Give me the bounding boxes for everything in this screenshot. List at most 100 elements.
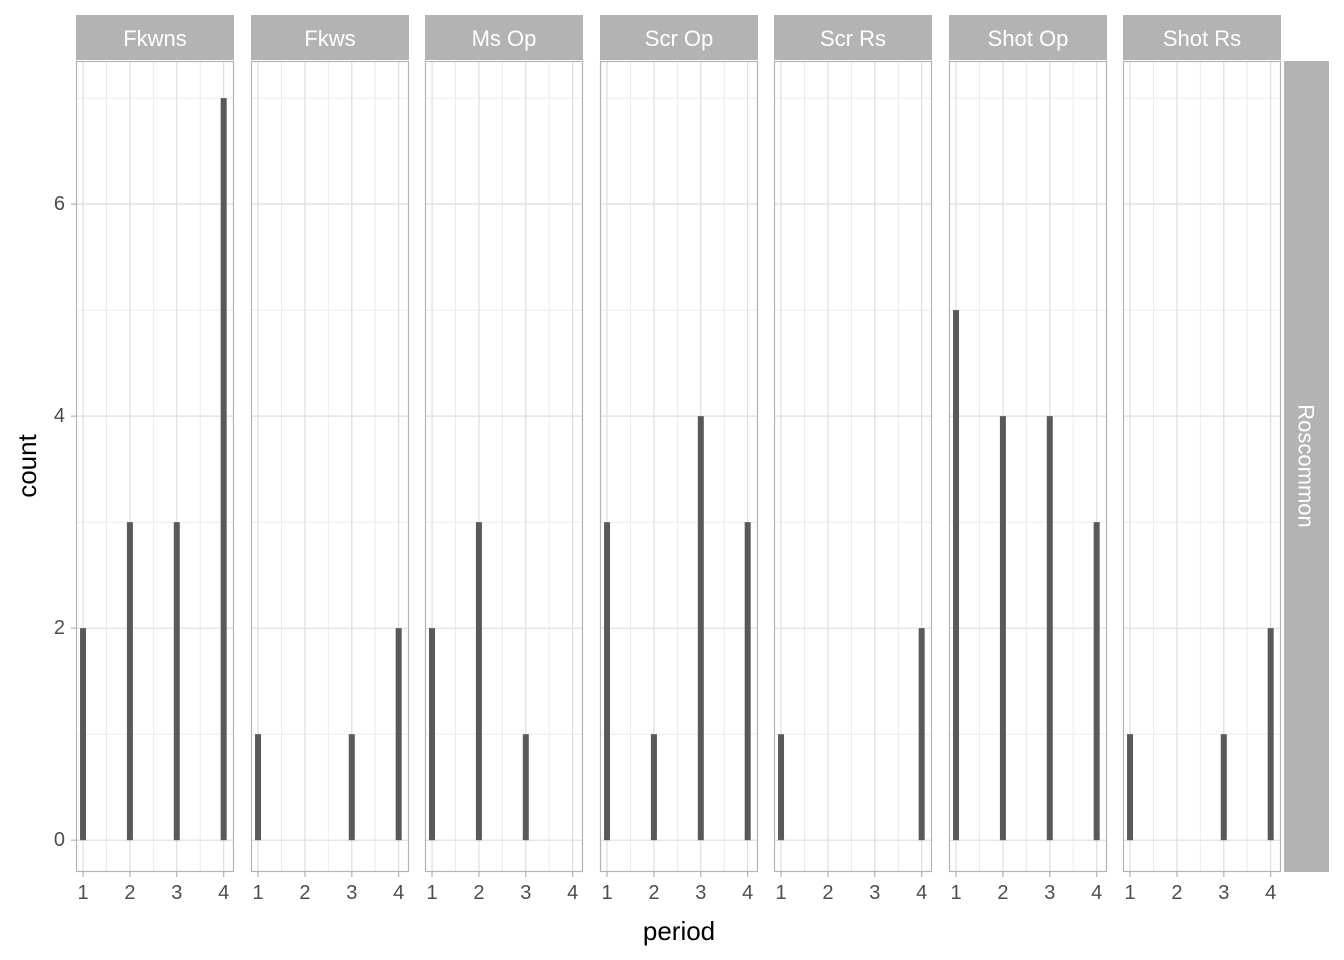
x-tick-label: 3 <box>346 882 357 904</box>
y-tick-label: 4 <box>54 405 65 427</box>
y-axis: 0 2 4 6 <box>54 193 76 851</box>
panel-background <box>425 61 583 872</box>
panel-shot-op <box>948 60 1108 873</box>
panel-border <box>75 60 235 873</box>
x-tick-label: 3 <box>695 882 706 904</box>
bar <box>522 734 529 841</box>
bar <box>697 416 704 841</box>
row-strip-label: Roscommon <box>1294 404 1319 527</box>
x-tick-label: 4 <box>1265 882 1276 904</box>
bar <box>220 98 227 841</box>
strip-background <box>600 15 758 60</box>
strip-fkwns: Fkwns <box>76 15 234 60</box>
bar <box>744 522 751 841</box>
strip-background <box>774 15 932 60</box>
panel-border <box>250 60 410 873</box>
bar <box>395 628 402 841</box>
panel-background <box>949 61 1107 872</box>
x-tick-label: 1 <box>601 882 612 904</box>
strip-scr-op: Scr Op <box>600 15 758 60</box>
panel-fkwns <box>75 60 235 873</box>
bar <box>1267 628 1274 841</box>
strip-background <box>949 15 1107 60</box>
y-tick-label: 0 <box>54 829 65 851</box>
strips-layer: Fkwns Fkws Ms Op Scr Op Scr Rs Shot Op Shot Rs <box>76 15 1281 60</box>
x-tick-label: 2 <box>648 882 659 904</box>
bar <box>348 734 355 841</box>
x-tick-label: 4 <box>393 882 404 904</box>
x-tick-label: 4 <box>916 882 927 904</box>
panel-ms-op <box>424 60 584 873</box>
strip-scr-rs: Scr Rs <box>774 15 932 60</box>
bar <box>126 522 133 841</box>
x-tick-label: 1 <box>77 882 88 904</box>
strip-background <box>251 15 409 60</box>
panel-border <box>424 60 584 873</box>
panel-border <box>948 60 1108 873</box>
strip-label: Scr Op <box>645 26 713 51</box>
x-tick-label: 1 <box>950 882 961 904</box>
panel-border <box>599 60 759 873</box>
y-tick-label: 2 <box>54 617 65 639</box>
bar <box>429 628 436 841</box>
x-tick-label: 3 <box>1218 882 1229 904</box>
strip-label: Scr Rs <box>820 26 886 51</box>
bar <box>778 734 785 841</box>
panel-shot-rs <box>1122 60 1282 873</box>
strip-shot-op: Shot Op <box>949 15 1107 60</box>
strip-label: Ms Op <box>472 26 537 51</box>
strip-background <box>425 15 583 60</box>
panel-border <box>773 60 933 873</box>
bar <box>475 522 482 841</box>
bar <box>1093 522 1100 841</box>
x-tick-label: 1 <box>252 882 263 904</box>
panel-border <box>1122 60 1282 873</box>
bar <box>1046 416 1053 841</box>
y-tick-label: 6 <box>54 193 65 215</box>
x-tick-label: 2 <box>822 882 833 904</box>
bar <box>650 734 657 841</box>
bar <box>604 522 611 841</box>
bar <box>173 522 180 841</box>
x-tick-label: 4 <box>218 882 229 904</box>
panel-background <box>774 61 932 872</box>
x-tick-label: 1 <box>1124 882 1135 904</box>
x-tick-label: 4 <box>567 882 578 904</box>
strip-shot-rs: Shot Rs <box>1123 15 1281 60</box>
strip-label: Fkws <box>304 26 355 51</box>
strip-fkws: Fkws <box>251 15 409 60</box>
bar <box>1127 734 1134 841</box>
panels-layer <box>75 60 1282 873</box>
x-tick-label: 2 <box>473 882 484 904</box>
bar <box>953 310 960 841</box>
strip-background <box>1123 15 1281 60</box>
panel-fkws <box>250 60 410 873</box>
x-tick-label: 2 <box>124 882 135 904</box>
x-tick-label: 3 <box>171 882 182 904</box>
panel-background <box>1123 61 1281 872</box>
bar <box>999 416 1006 841</box>
strip-ms-op: Ms Op <box>425 15 583 60</box>
x-tick-label: 2 <box>1171 882 1182 904</box>
x-tick-label: 4 <box>1091 882 1102 904</box>
bar <box>255 734 262 841</box>
x-tick-label: 2 <box>997 882 1008 904</box>
panel-background <box>76 61 234 872</box>
strip-label: Fkwns <box>123 26 187 51</box>
x-tick-label: 2 <box>299 882 310 904</box>
bar <box>918 628 925 841</box>
x-tick-label: 3 <box>520 882 531 904</box>
row-strip-background <box>1284 61 1329 872</box>
x-tick-label: 4 <box>742 882 753 904</box>
x-tick-label: 3 <box>1044 882 1055 904</box>
strip-label: Shot Op <box>988 26 1069 51</box>
strip-background <box>76 15 234 60</box>
panel-background <box>600 61 758 872</box>
x-tick-label: 3 <box>869 882 880 904</box>
y-axis-title: count <box>12 433 42 497</box>
row-strip-layer: Roscommon <box>1284 61 1329 872</box>
x-tick-label: 1 <box>775 882 786 904</box>
bar <box>1220 734 1227 841</box>
